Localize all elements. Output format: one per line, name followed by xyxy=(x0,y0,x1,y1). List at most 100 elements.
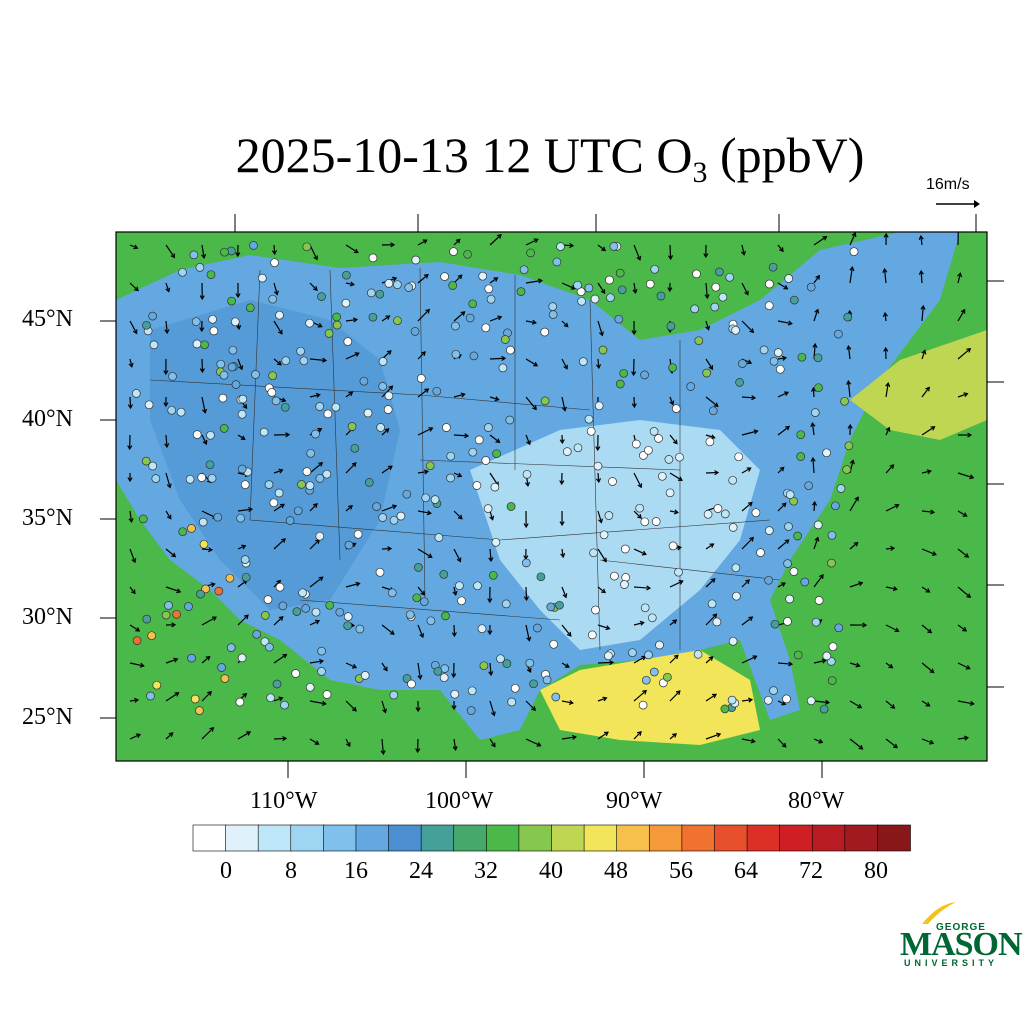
wind-arrow xyxy=(381,315,391,322)
station-marker xyxy=(141,456,151,466)
colorbar-label: 48 xyxy=(604,858,628,884)
wind-arrow xyxy=(813,658,827,664)
axis-ticks xyxy=(100,214,1004,778)
station-marker xyxy=(416,374,426,383)
wind-arrow xyxy=(273,696,284,702)
station-marker xyxy=(187,653,196,663)
wind-arrow xyxy=(810,421,816,436)
station-marker xyxy=(414,563,423,572)
station-marker xyxy=(230,317,240,327)
wind-arrow xyxy=(380,738,386,756)
station-marker xyxy=(584,414,594,424)
wind-arrow xyxy=(417,662,423,680)
wind-arrow xyxy=(381,242,396,248)
station-marker xyxy=(591,605,600,615)
station-marker xyxy=(151,474,161,483)
station-marker xyxy=(765,279,774,289)
wind-arrow xyxy=(199,358,205,374)
wind-arrow xyxy=(345,317,359,323)
station-marker xyxy=(645,279,655,289)
wind-arrow xyxy=(920,304,926,322)
wind-arrow xyxy=(417,239,428,246)
station-marker xyxy=(192,339,202,349)
wind-arrow xyxy=(345,462,357,474)
station-marker xyxy=(297,480,306,489)
station-marker xyxy=(690,304,700,314)
station-marker xyxy=(756,548,765,557)
wind-arrow xyxy=(129,244,139,250)
station-marker xyxy=(142,320,151,330)
wind-arrow xyxy=(885,382,891,398)
station-marker xyxy=(274,488,284,498)
wind-arrow xyxy=(163,358,169,376)
wind-arrow xyxy=(921,586,931,593)
station-marker xyxy=(477,624,487,634)
colorbar-swatch xyxy=(323,824,357,852)
wind-arrow xyxy=(669,580,684,588)
station-marker xyxy=(419,597,429,607)
wind-arrow xyxy=(741,395,757,401)
station-marker xyxy=(644,445,653,455)
wind-arrow xyxy=(273,538,286,550)
wind-arrow xyxy=(882,267,888,284)
station-marker xyxy=(505,415,515,425)
wind-arrow xyxy=(777,582,786,588)
station-marker xyxy=(641,675,651,685)
station-marker xyxy=(577,296,586,306)
station-marker xyxy=(219,424,229,433)
station-marker xyxy=(378,357,388,366)
wind-arrow xyxy=(921,662,935,674)
wind-arrow xyxy=(417,586,426,596)
station-marker xyxy=(664,455,674,464)
station-marker xyxy=(521,558,531,568)
wind-arrow xyxy=(237,358,244,371)
wind-arrow xyxy=(417,351,426,360)
wind-arrow xyxy=(560,548,566,559)
station-marker xyxy=(621,573,631,582)
station-marker xyxy=(619,368,629,378)
wind-arrow xyxy=(345,352,360,360)
wind-arrow xyxy=(163,396,169,408)
wind-arrow xyxy=(129,320,138,335)
station-marker xyxy=(240,480,250,490)
wind-arrow xyxy=(813,536,820,550)
title-species: O xyxy=(656,127,693,183)
station-marker xyxy=(267,388,277,397)
station-marker xyxy=(195,263,205,272)
wind-arrow xyxy=(597,548,607,563)
station-marker xyxy=(492,449,501,459)
wind-arrow xyxy=(237,731,252,740)
wind-arrow xyxy=(561,662,570,668)
wind-arrow xyxy=(165,622,177,628)
map-field xyxy=(116,232,987,761)
station-marker xyxy=(617,285,627,295)
station-marker xyxy=(549,639,559,649)
wind-arrow xyxy=(741,320,755,334)
station-marker xyxy=(138,514,148,524)
wind-arrow xyxy=(489,434,501,444)
colorbar-swatch xyxy=(616,824,651,852)
station-marker xyxy=(728,636,738,646)
station-marker xyxy=(604,651,613,661)
station-marker xyxy=(694,336,704,346)
station-marker xyxy=(451,349,461,359)
wind-arrow xyxy=(273,320,283,335)
wind-arrow xyxy=(489,315,503,322)
wind-arrow xyxy=(417,624,425,639)
station-marker xyxy=(770,619,780,629)
station-marker xyxy=(245,303,255,313)
station-marker xyxy=(343,612,353,621)
station-marker xyxy=(732,591,741,601)
station-marker xyxy=(831,501,840,511)
wind-arrow xyxy=(237,507,254,513)
station-marker xyxy=(590,294,600,304)
station-marker xyxy=(315,402,325,411)
wind-arrow xyxy=(705,613,718,626)
wind-arrow xyxy=(631,320,637,336)
station-marker xyxy=(305,318,314,328)
wind-arrow xyxy=(165,244,176,259)
wind-arrow xyxy=(633,548,647,556)
wind-arrow xyxy=(740,244,746,256)
wind-arrow xyxy=(849,622,868,628)
wind-arrow xyxy=(669,434,678,445)
